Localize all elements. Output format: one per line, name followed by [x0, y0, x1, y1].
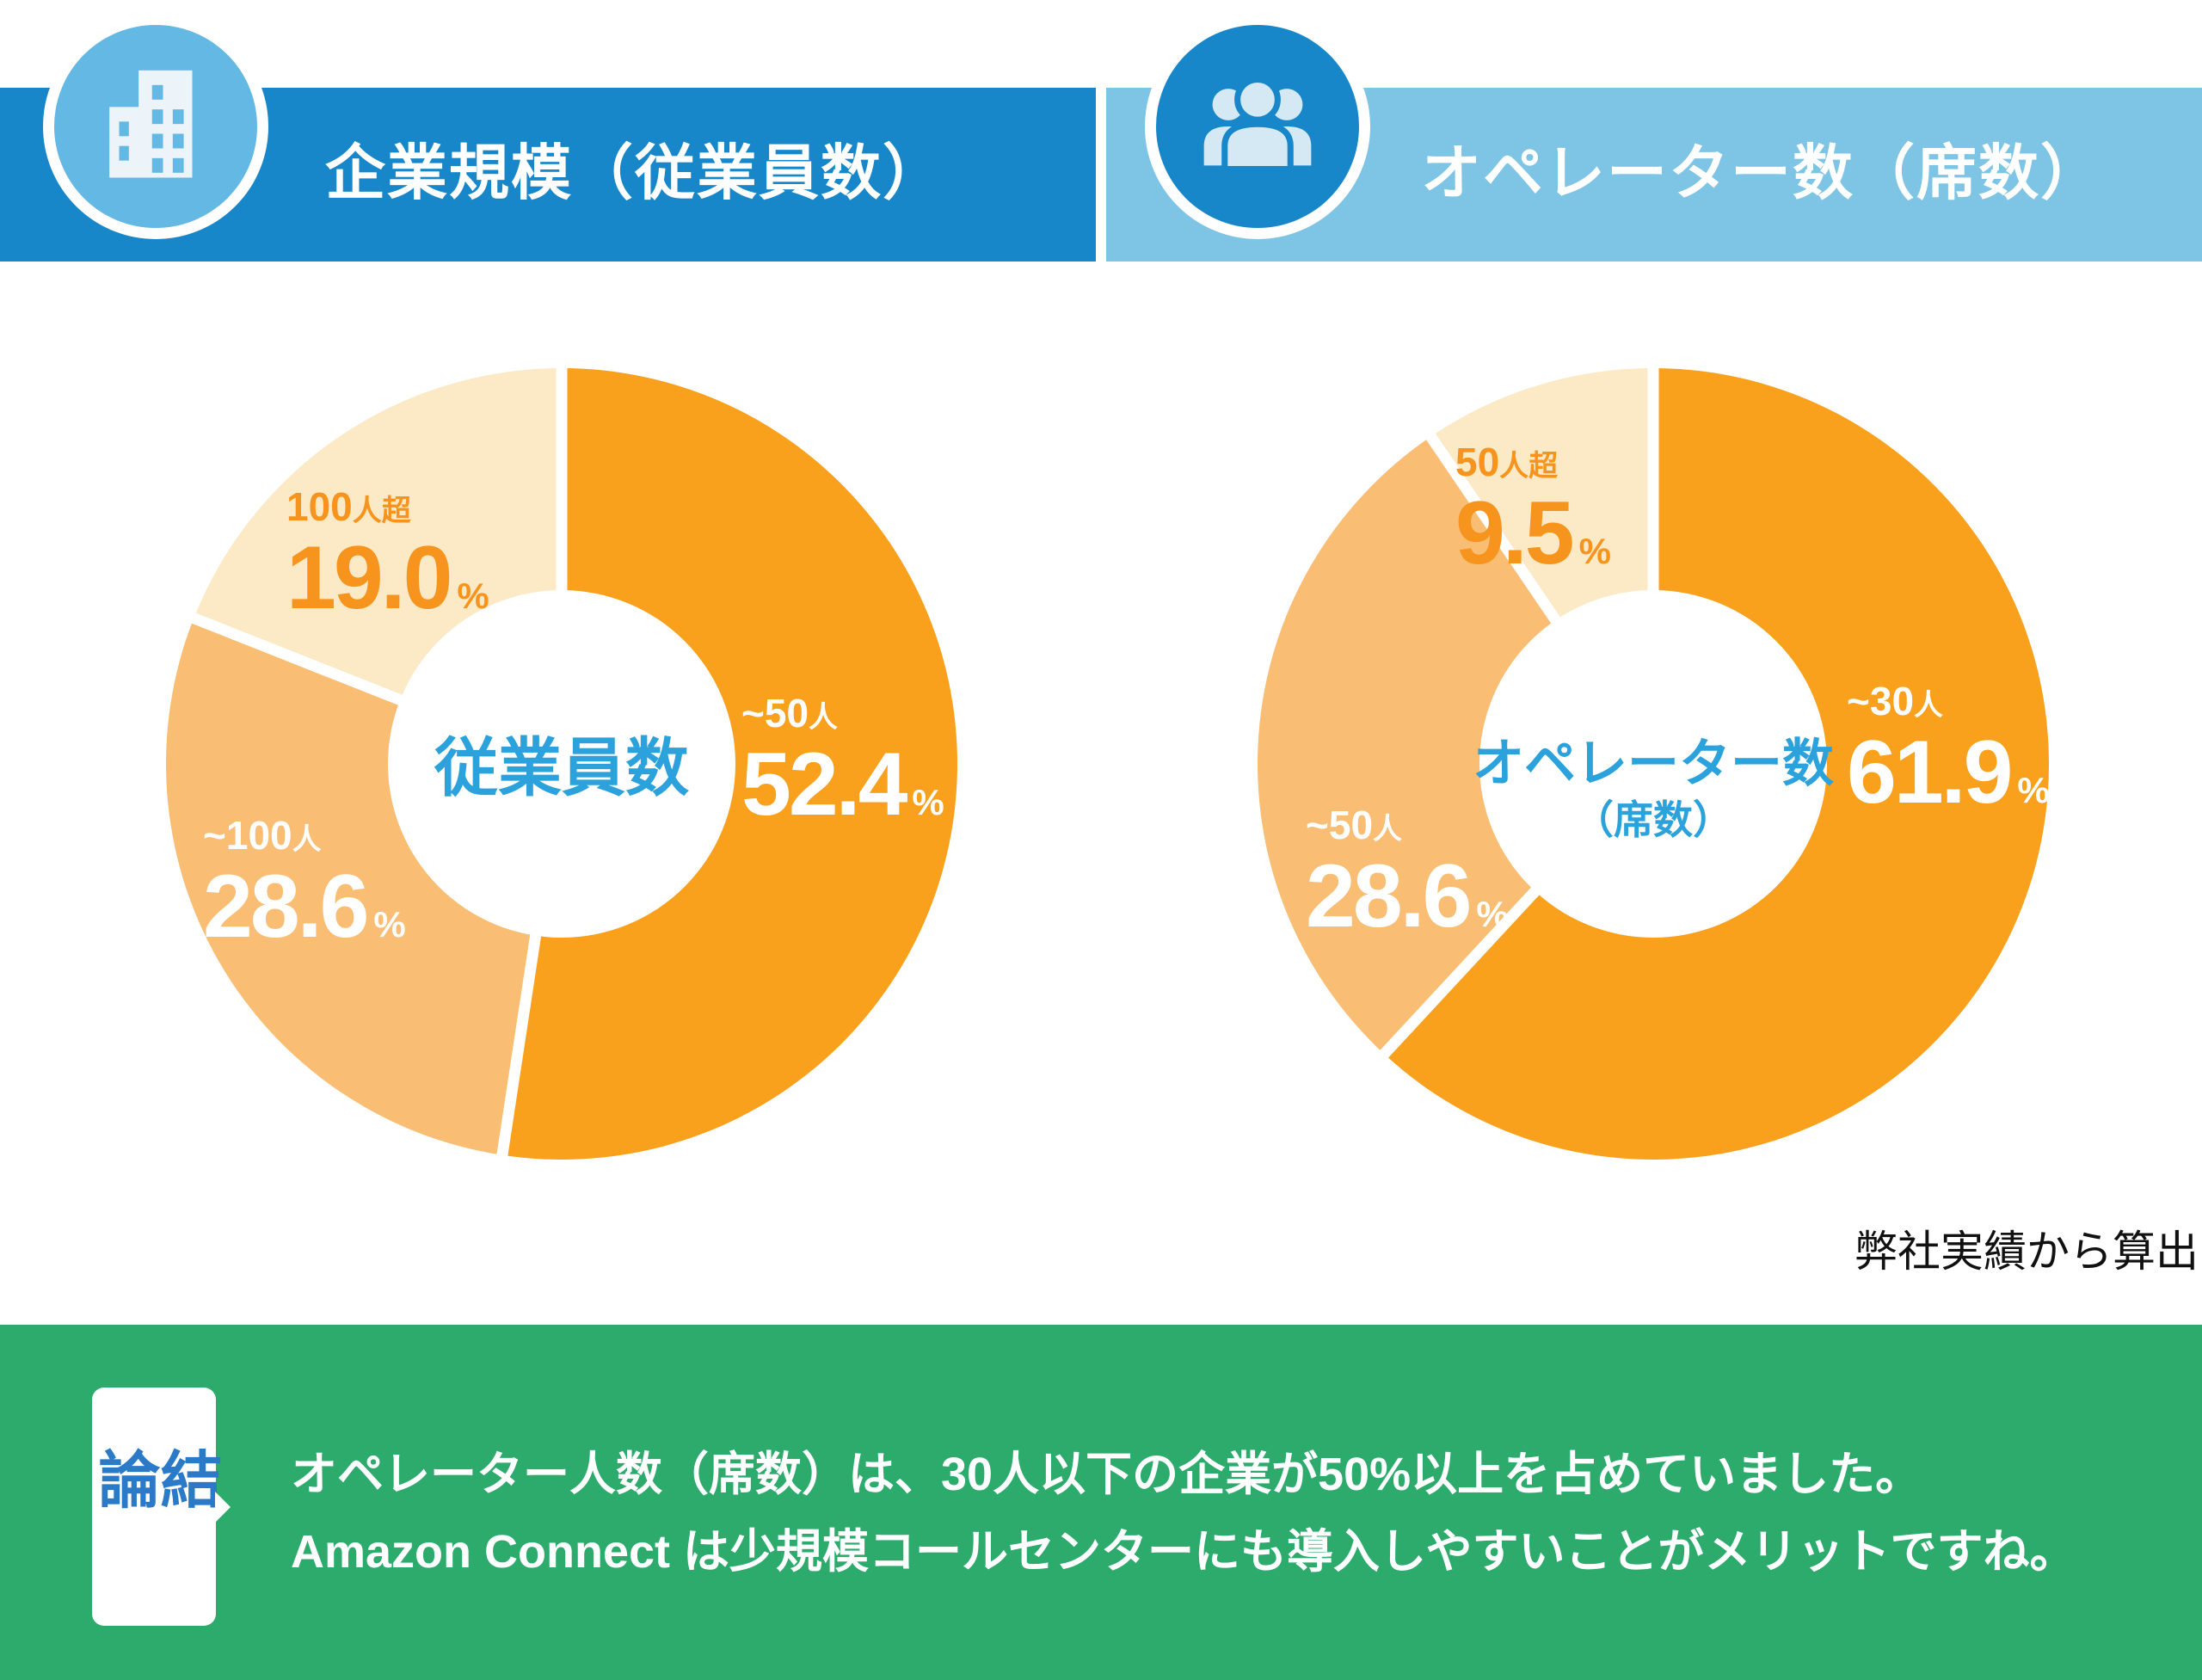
donut-slice-~50人	[1257, 436, 1653, 1055]
slice-label-operators-under50: ~50人 28.6%	[1306, 805, 1509, 941]
conclusion-badge-text: 結論	[89, 1447, 219, 1518]
slice-value: 52.4%	[741, 740, 944, 829]
header-left-title: 企業規模（従業員数）	[325, 139, 944, 206]
slice-value: 28.6%	[1306, 852, 1509, 941]
slice-label-employees-under100: ~100人 28.6%	[203, 815, 406, 951]
company-icon-circle	[43, 14, 268, 239]
center-label-line2: （席数）	[1574, 797, 1732, 842]
range-suffix: 人	[809, 701, 839, 734]
percent-sign: %	[373, 904, 406, 945]
slice-value: 28.6%	[203, 862, 406, 951]
range-suffix: 人超	[352, 495, 411, 527]
percent-sign: %	[912, 782, 944, 822]
percent-sign: %	[1578, 531, 1611, 571]
range-suffix: 人超	[1499, 450, 1559, 483]
source-note: 弊社実績から算出	[1854, 1228, 2199, 1276]
donut-hole	[1479, 590, 1827, 938]
range-main: ~100	[203, 813, 292, 858]
slice-label-operators-over50: 50人超 9.5%	[1455, 442, 1611, 578]
value-main: 61.9	[1847, 723, 2013, 822]
slice-label-employees-under50: ~50人 52.4%	[741, 693, 944, 829]
operator-donut-chart	[1257, 363, 2049, 1160]
slice-range: ~100人	[203, 815, 406, 855]
slice-value: 61.9%	[1847, 728, 2050, 817]
donut-hole	[388, 590, 735, 938]
range-main: ~50	[741, 691, 809, 735]
percent-sign: %	[1476, 894, 1509, 934]
center-label-line1: オペレーター数	[1473, 735, 1834, 792]
value-main: 52.4	[741, 735, 907, 834]
value-main: 9.5	[1455, 483, 1575, 583]
slice-range: 100人超	[286, 487, 489, 526]
slice-label-employees-over100: 100人超 19.0%	[286, 487, 489, 623]
slice-range: ~30人	[1847, 681, 2050, 721]
operators-icon-circle	[1145, 14, 1370, 239]
range-main: 100	[286, 484, 353, 529]
range-suffix: 人	[1914, 689, 1944, 722]
building-icon	[109, 70, 193, 178]
range-main: ~50	[1306, 803, 1374, 847]
header-right-title: オペレーター数（席数）	[1421, 139, 2102, 206]
value-main: 28.6	[203, 857, 369, 957]
range-main: 50	[1455, 440, 1500, 484]
value-main: 19.0	[286, 528, 452, 628]
slice-range: ~50人	[741, 693, 944, 733]
employee-donut-chart	[165, 363, 958, 1161]
employee-donut-center-label: 従業員数	[434, 732, 689, 803]
percent-sign: %	[457, 575, 489, 616]
operator-donut-center-label: オペレーター数 （席数）	[1473, 738, 1834, 840]
slice-value: 9.5%	[1455, 489, 1611, 578]
slice-range: ~50人	[1306, 805, 1509, 845]
slice-value: 19.0%	[286, 533, 489, 623]
range-main: ~30	[1847, 679, 1915, 723]
conclusion-banner: 結論 オペレーター人数（席数）は、30人以下の企業が50%以上を占めていました。…	[0, 1325, 2202, 1680]
percent-sign: %	[2017, 770, 2050, 810]
range-suffix: 人	[292, 823, 322, 856]
conclusion-line-2: Amazon Connect は少規模コールセンターにも導入しやすいことがメリッ…	[291, 1526, 2076, 1578]
people-icon	[1203, 76, 1312, 173]
value-main: 28.6	[1306, 846, 1472, 946]
range-suffix: 人	[1373, 813, 1403, 846]
slice-range: 50人超	[1455, 442, 1611, 482]
conclusion-badge: 結論	[89, 1388, 219, 1626]
slice-label-operators-under30: ~30人 61.9%	[1847, 681, 2050, 817]
conclusion-line-1: オペレーター人数（席数）は、30人以下の企業が50%以上を占めていました。	[291, 1449, 1922, 1500]
